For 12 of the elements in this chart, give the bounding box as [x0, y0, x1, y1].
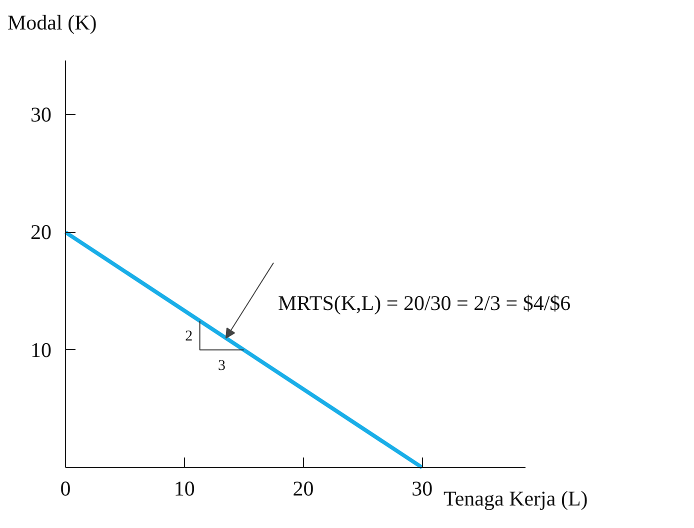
y-tick-label: 30 — [30, 102, 52, 127]
x-tick-label: 10 — [174, 476, 195, 500]
annotation: 3 — [218, 358, 226, 374]
x-tick-label: 0 — [60, 476, 71, 500]
y-axis-title: Modal (K) — [8, 10, 97, 34]
y-tick-label: 10 — [30, 338, 52, 362]
y-tick-label: 20 — [30, 220, 52, 244]
x-tick-label: 20 — [292, 476, 314, 500]
annotation: 2 — [185, 328, 193, 344]
annotation: MRTS(K,L) = 20/30 = 2/3 = $4/$6 — [278, 291, 571, 316]
x-axis-title: Tenaga Kerja (L) — [444, 486, 588, 510]
x-tick-label: 30 — [412, 476, 433, 500]
